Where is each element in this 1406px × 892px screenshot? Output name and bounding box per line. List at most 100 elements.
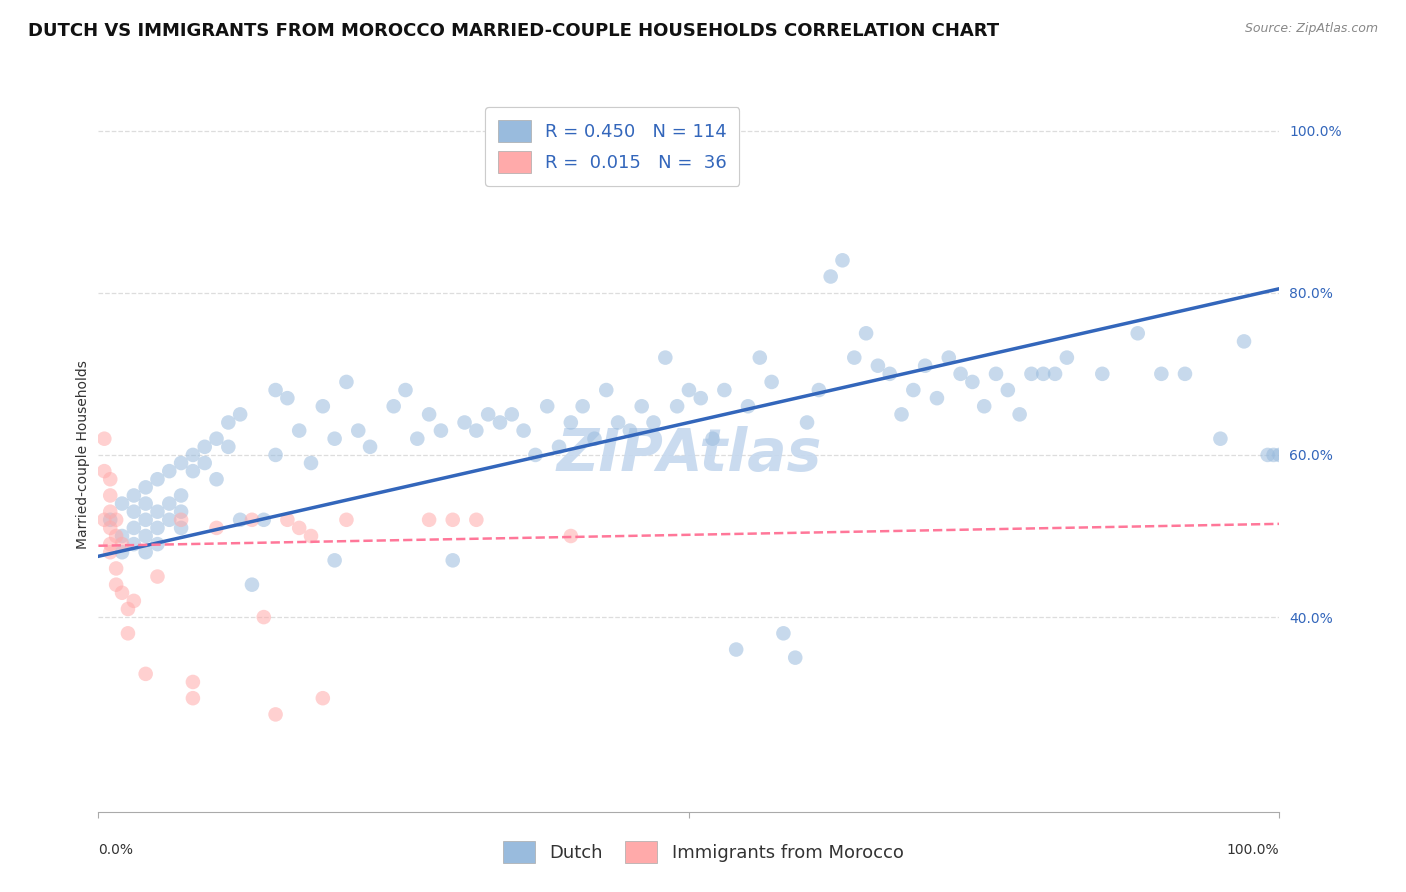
Point xyxy=(1021,367,1043,381)
Point xyxy=(406,432,429,446)
Point xyxy=(1233,334,1256,349)
Point xyxy=(205,432,228,446)
Point xyxy=(619,424,641,438)
Point xyxy=(477,408,499,422)
Text: 0.0%: 0.0% xyxy=(98,843,134,857)
Point xyxy=(748,351,770,365)
Point xyxy=(630,399,652,413)
Point xyxy=(205,521,228,535)
Point xyxy=(785,650,807,665)
Y-axis label: Married-couple Households: Married-couple Households xyxy=(76,360,90,549)
Point xyxy=(903,383,925,397)
Point xyxy=(335,375,357,389)
Point xyxy=(831,253,853,268)
Point xyxy=(702,432,724,446)
Point xyxy=(347,424,370,438)
Point xyxy=(135,545,157,559)
Point xyxy=(181,448,204,462)
Point xyxy=(725,642,748,657)
Point xyxy=(105,529,128,543)
Point xyxy=(146,505,169,519)
Point xyxy=(560,416,582,430)
Point xyxy=(512,424,534,438)
Point xyxy=(93,513,115,527)
Text: 100.0%: 100.0% xyxy=(1227,843,1279,857)
Point xyxy=(264,707,287,722)
Point xyxy=(122,537,145,551)
Point xyxy=(997,383,1019,397)
Point xyxy=(666,399,689,413)
Point xyxy=(1174,367,1197,381)
Point xyxy=(157,464,180,478)
Point xyxy=(117,602,139,616)
Point xyxy=(111,537,134,551)
Point xyxy=(595,383,617,397)
Point xyxy=(288,521,311,535)
Point xyxy=(105,561,128,575)
Point xyxy=(984,367,1007,381)
Point xyxy=(536,399,558,413)
Point xyxy=(111,497,134,511)
Point xyxy=(117,626,139,640)
Point xyxy=(146,521,169,535)
Point xyxy=(105,513,128,527)
Point xyxy=(914,359,936,373)
Point xyxy=(276,513,298,527)
Point xyxy=(98,521,121,535)
Point xyxy=(217,440,239,454)
Point xyxy=(98,488,121,502)
Point xyxy=(654,351,676,365)
Point xyxy=(170,513,193,527)
Point xyxy=(866,359,889,373)
Point xyxy=(122,521,145,535)
Point xyxy=(335,513,357,527)
Point xyxy=(607,416,630,430)
Point xyxy=(855,326,877,341)
Point xyxy=(98,505,121,519)
Point xyxy=(844,351,866,365)
Point xyxy=(938,351,960,365)
Legend: R = 0.450   N = 114, R =  0.015   N =  36: R = 0.450 N = 114, R = 0.015 N = 36 xyxy=(485,107,740,186)
Point xyxy=(560,529,582,543)
Point xyxy=(146,472,169,486)
Point xyxy=(288,424,311,438)
Point xyxy=(98,472,121,486)
Point xyxy=(93,464,115,478)
Point xyxy=(181,691,204,706)
Point xyxy=(737,399,759,413)
Point xyxy=(583,432,606,446)
Point xyxy=(973,399,995,413)
Point xyxy=(105,577,128,591)
Point xyxy=(890,408,912,422)
Point xyxy=(430,424,453,438)
Point xyxy=(689,391,711,405)
Point xyxy=(217,416,239,430)
Legend: Dutch, Immigrants from Morocco: Dutch, Immigrants from Morocco xyxy=(492,830,914,874)
Point xyxy=(312,691,335,706)
Point xyxy=(205,472,228,486)
Point xyxy=(111,545,134,559)
Point xyxy=(1032,367,1054,381)
Point xyxy=(299,529,322,543)
Point xyxy=(111,586,134,600)
Point xyxy=(548,440,571,454)
Point xyxy=(820,269,842,284)
Point xyxy=(465,513,488,527)
Point xyxy=(299,456,322,470)
Point xyxy=(98,513,121,527)
Point xyxy=(441,513,464,527)
Point xyxy=(157,497,180,511)
Point xyxy=(1091,367,1114,381)
Point xyxy=(135,529,157,543)
Point xyxy=(98,537,121,551)
Point xyxy=(643,416,665,430)
Text: ZIPAtlas: ZIPAtlas xyxy=(557,426,821,483)
Point xyxy=(571,399,593,413)
Point xyxy=(240,513,263,527)
Point xyxy=(194,440,217,454)
Point xyxy=(122,488,145,502)
Point xyxy=(135,666,157,681)
Point xyxy=(879,367,901,381)
Point xyxy=(1257,448,1279,462)
Point xyxy=(1008,408,1031,422)
